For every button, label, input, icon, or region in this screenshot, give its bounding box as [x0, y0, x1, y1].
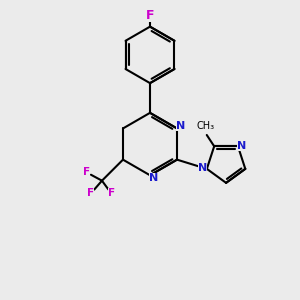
Text: F: F	[108, 188, 115, 198]
Text: N: N	[176, 121, 185, 131]
Text: CH₃: CH₃	[196, 122, 214, 131]
Text: N: N	[238, 141, 247, 151]
Text: N: N	[149, 172, 158, 183]
Text: F: F	[146, 9, 154, 22]
Text: F: F	[83, 167, 90, 177]
Text: F: F	[87, 188, 94, 198]
Text: N: N	[198, 163, 207, 173]
